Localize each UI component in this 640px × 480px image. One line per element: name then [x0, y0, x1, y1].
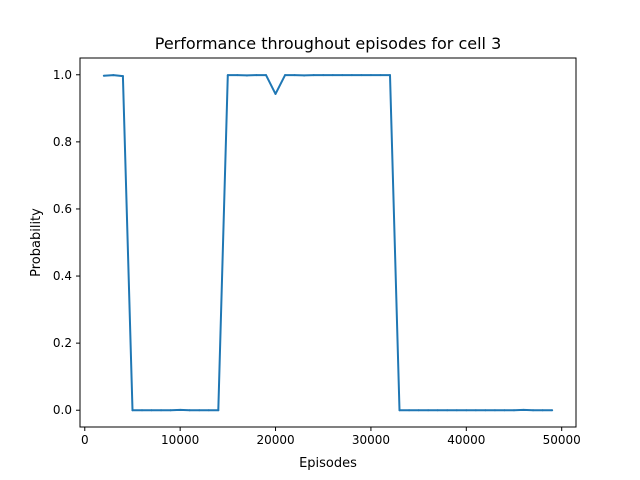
y-tick-label: 0.0 — [53, 403, 72, 417]
data-point — [446, 409, 449, 412]
data-point — [141, 409, 143, 412]
chart-title: Performance throughout episodes for cell… — [155, 34, 502, 53]
series-line-1 — [103, 74, 553, 412]
data-point — [465, 409, 468, 412]
data-point — [255, 74, 258, 77]
data-point — [188, 409, 191, 412]
data-point — [350, 74, 353, 77]
data-point — [417, 409, 420, 412]
x-tick-label: 20000 — [256, 433, 294, 447]
data-point — [331, 74, 334, 77]
data-point — [198, 409, 201, 412]
data-point — [179, 408, 182, 411]
data-point — [217, 409, 220, 412]
data-point — [551, 409, 554, 412]
x-tick-label: 50000 — [543, 433, 581, 447]
data-point — [265, 74, 267, 77]
x-tick-label: 30000 — [352, 433, 390, 447]
data-point — [293, 74, 296, 77]
data-point — [541, 409, 544, 412]
data-point — [303, 74, 306, 77]
data-point — [513, 409, 515, 412]
x-axis: 0 10000 20000 30000 40000 50000 — [81, 427, 581, 447]
data-point — [493, 409, 496, 412]
data-point — [160, 409, 163, 412]
y-tick-label: 1.0 — [53, 68, 72, 82]
y-axis: 0.0 0.2 0.4 0.6 0.8 1.0 — [53, 68, 80, 417]
y-axis-label: Probability — [29, 208, 44, 277]
data-point — [360, 74, 363, 77]
y-tick-label: 0.2 — [53, 336, 72, 350]
data-point — [169, 409, 172, 412]
x-tick-label: 10000 — [161, 433, 199, 447]
y-tick-label: 0.4 — [53, 269, 72, 283]
data-point — [131, 409, 134, 412]
data-point — [503, 409, 506, 412]
data-point — [236, 74, 239, 77]
y-tick-label: 0.8 — [53, 135, 72, 149]
data-point — [322, 74, 325, 77]
data-point — [207, 409, 210, 412]
y-tick-label: 0.6 — [53, 202, 72, 216]
data-point — [455, 409, 458, 412]
data-point — [112, 74, 115, 77]
data-point — [284, 74, 287, 77]
plot-frame — [79, 57, 577, 428]
data-point — [474, 409, 477, 412]
plot-area — [102, 74, 554, 412]
data-point — [245, 74, 248, 77]
data-point — [341, 74, 344, 77]
data-point — [274, 92, 277, 95]
data-point — [102, 74, 105, 77]
data-point — [226, 74, 229, 77]
data-point — [389, 74, 391, 77]
data-point — [484, 409, 487, 412]
data-point — [408, 409, 411, 412]
data-point — [398, 409, 401, 412]
data-point — [436, 409, 439, 412]
data-point — [369, 74, 372, 77]
x-tick-label: 40000 — [447, 433, 485, 447]
data-point — [312, 74, 315, 77]
x-axis-label: Episodes — [299, 456, 357, 471]
data-point — [532, 409, 535, 412]
data-point — [150, 409, 153, 412]
data-point — [522, 408, 525, 411]
data-point — [427, 409, 430, 412]
x-tick-label: 0 — [81, 433, 89, 447]
data-point — [379, 74, 382, 77]
data-point — [121, 75, 124, 78]
